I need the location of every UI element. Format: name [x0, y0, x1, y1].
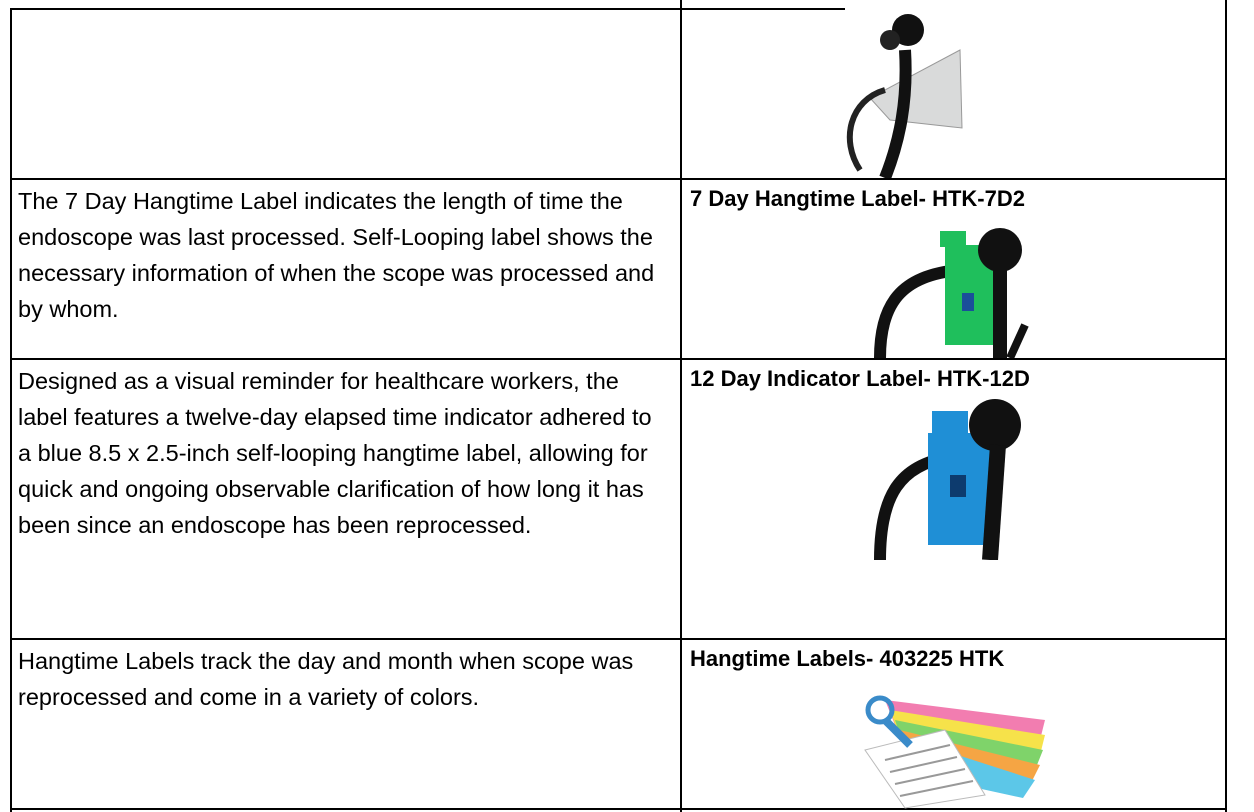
table-border [10, 178, 1227, 180]
hangtime-labels-image [864, 695, 1045, 809]
table-border [10, 8, 12, 812]
product-title: 7 Day Hangtime Label- HTK-7D2 [690, 186, 1025, 211]
table-border [10, 8, 845, 10]
table-border [10, 638, 1227, 640]
product-title: 12 Day Indicator Label- HTK-12D [690, 366, 1030, 391]
endoscope-image [846, 14, 963, 178]
green-label-image [874, 228, 1029, 358]
table-border [1225, 0, 1227, 812]
blue-label-image [874, 399, 1021, 560]
product-title: Hangtime Labels- 403225 HTK [690, 646, 1005, 671]
description: Designed as a visual reminder for health… [18, 368, 652, 538]
table-border [10, 358, 1227, 360]
table-border [10, 808, 1227, 810]
description: Hangtime Labels track the day and month … [18, 648, 634, 710]
table-border [680, 0, 682, 812]
description: The 7 Day Hangtime Label indicates the l… [18, 188, 655, 322]
